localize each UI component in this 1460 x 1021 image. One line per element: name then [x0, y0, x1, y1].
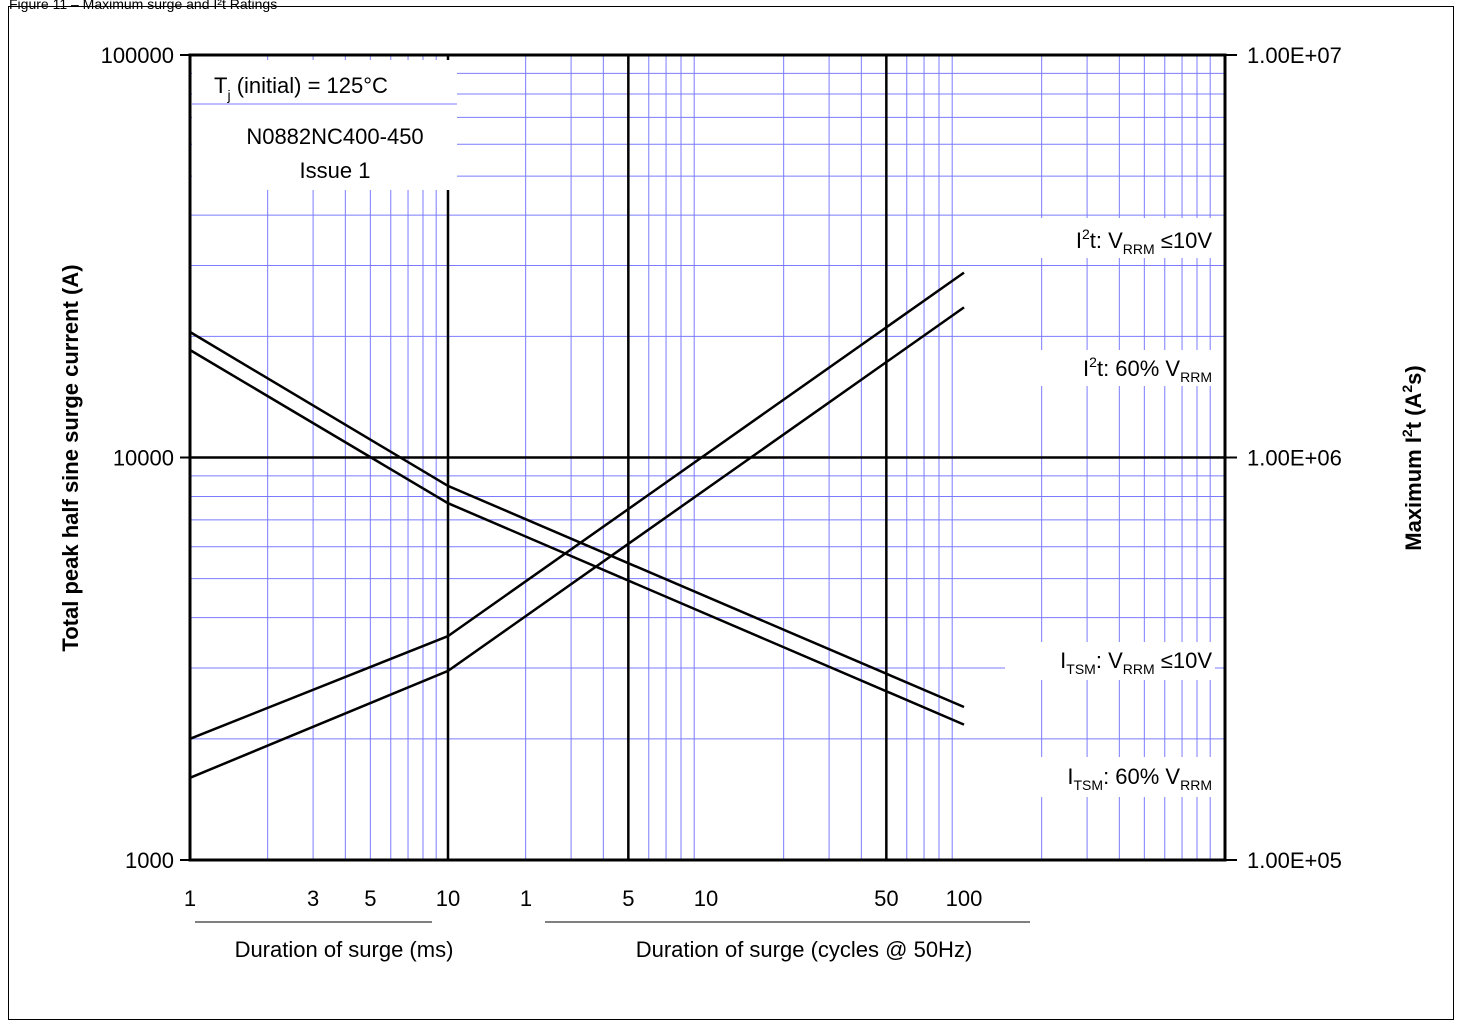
issue-label: Issue 1 — [300, 158, 371, 183]
y-left-tick-label: 1000 — [125, 848, 174, 873]
figure-frame: Figure 11 – Maximum surge and I²t Rating… — [8, 0, 1454, 1020]
tick-labels: 1000 10000 100000 1.00E+05 1.00E+06 1.00E+07 1… — [101, 43, 1342, 911]
label-bg-itsm-60 — [1015, 757, 1215, 797]
x-tick-label-ms: 1 — [184, 886, 196, 911]
series-line — [189, 271, 965, 740]
x-tick-label-cycles: 5 — [622, 886, 634, 911]
series-line — [189, 330, 965, 709]
x-tick-label-ms: 5 — [364, 886, 376, 911]
y-left-tick-label: 100000 — [101, 43, 174, 68]
y-right-tick-label: 1.00E+07 — [1247, 43, 1342, 68]
label-bg-i2t-10v — [1003, 218, 1215, 258]
label-bg-i2t-60 — [1035, 350, 1215, 386]
y-right-tick-label: 1.00E+05 — [1247, 848, 1342, 873]
y-left-label: Total peak half sine surge current (A) — [58, 264, 83, 651]
part-number: N0882NC400-450 — [246, 124, 423, 149]
series-line — [189, 306, 965, 779]
series-layer — [189, 271, 965, 779]
x-tick-label-cycles: 50 — [874, 886, 898, 911]
label-bg-itsm-10v — [1005, 642, 1215, 680]
x-label-ms: Duration of surge (ms) — [235, 937, 454, 962]
figure-caption: Figure 11 – Maximum surge and I²t Rating… — [9, 0, 278, 12]
x-tick-label-cycles: 10 — [694, 886, 718, 911]
x-tick-label-ms: 10 — [436, 886, 460, 911]
y-right-tick-label: 1.00E+06 — [1247, 446, 1342, 471]
x-tick-label-cycles: 1 — [520, 886, 532, 911]
series-line — [189, 348, 965, 726]
x-tick-label-cycles: 100 — [946, 886, 983, 911]
annotation-box — [192, 60, 457, 190]
x-tick-label-ms: 3 — [307, 886, 319, 911]
x-label-cycles: Duration of surge (cycles @ 50Hz) — [636, 937, 973, 962]
y-right-label: Maximum I2t (A2s) — [1399, 365, 1426, 551]
y-left-tick-label: 10000 — [113, 446, 174, 471]
